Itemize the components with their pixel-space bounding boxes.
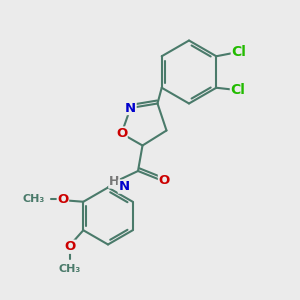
Text: O: O [158, 173, 170, 187]
Text: O: O [57, 193, 68, 206]
Text: N: N [118, 180, 130, 193]
Text: N: N [125, 101, 136, 115]
Text: CH₃: CH₃ [59, 264, 81, 274]
Text: O: O [116, 127, 127, 140]
Text: CH₃: CH₃ [23, 194, 45, 204]
Text: Cl: Cl [231, 45, 246, 59]
Text: Cl: Cl [230, 83, 245, 97]
Text: O: O [64, 240, 75, 253]
Text: H: H [109, 175, 119, 188]
